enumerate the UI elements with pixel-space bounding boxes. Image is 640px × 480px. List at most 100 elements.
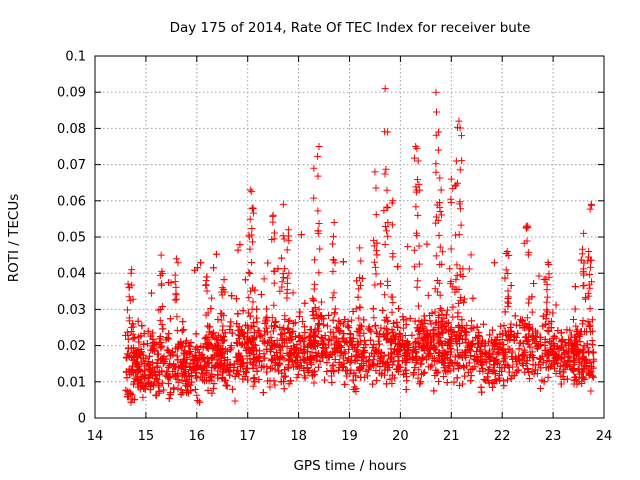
data-point [242,321,250,329]
data-point [535,272,543,280]
data-point [412,229,420,237]
data-point [260,350,268,358]
data-point [145,352,153,360]
data-point [545,260,553,268]
data-point [504,328,512,336]
data-point [389,299,397,307]
data-point [150,378,158,386]
data-point [291,356,299,364]
data-point [531,366,539,374]
data-point [178,376,186,384]
data-point [549,309,557,317]
data-point [124,335,132,343]
data-point [281,315,289,323]
data-point [249,298,257,306]
data-point [379,306,387,314]
data-point [498,346,506,354]
data-point [235,335,243,343]
data-point [331,355,339,363]
data-point [237,341,245,349]
data-point [220,312,228,320]
data-point [587,387,595,395]
data-point [283,342,291,350]
data-point [436,203,444,211]
data-point [454,179,462,187]
data-point [435,231,443,239]
data-point [293,340,301,348]
data-point [357,373,365,381]
data-point [360,329,368,337]
data-point [228,329,236,337]
data-point [550,360,558,368]
data-point [574,366,582,374]
data-point [171,271,179,279]
data-point [329,328,337,336]
data-point [135,361,143,369]
data-point [301,356,309,364]
data-point [455,285,463,293]
data-point [462,328,470,336]
data-point [131,396,139,404]
data-point [163,368,171,376]
data-point [460,295,468,303]
data-point [213,336,221,344]
data-point [226,326,234,334]
data-point [283,246,291,254]
data-point [545,270,553,278]
data-point [467,372,475,380]
data-point [323,368,331,376]
data-point [162,372,170,380]
data-point [572,322,580,330]
data-point [530,280,538,288]
data-point [283,294,291,302]
data-point [134,352,142,360]
data-point [507,320,515,328]
data-point [452,276,460,284]
data-point [433,319,441,327]
data-point [533,329,541,337]
data-point [277,254,285,262]
data-point [437,186,445,194]
data-point [544,373,552,381]
data-point [415,366,423,374]
data-point [431,354,439,362]
data-point [152,391,160,399]
data-point [528,333,536,341]
data-point [575,355,583,363]
data-point [205,323,213,331]
data-point [578,354,586,362]
data-point [554,359,562,367]
data-point [509,355,517,363]
data-series [122,85,598,406]
data-point [348,316,356,324]
data-point [267,357,275,365]
data-point [267,322,275,330]
data-point [276,360,284,368]
data-point [371,322,379,330]
data-point [149,329,157,337]
data-point [250,319,258,327]
data-point [249,205,257,213]
data-point [270,229,278,237]
data-point [415,317,423,325]
data-point [277,378,285,386]
data-point [505,368,513,376]
data-point [369,362,377,370]
data-point [370,314,378,322]
data-point [582,295,590,303]
y-tick-label: 0.07 [57,158,86,173]
data-point [497,322,505,330]
data-point [394,323,402,331]
data-point [173,352,181,360]
data-point [174,259,182,267]
data-point [586,359,594,367]
data-point [412,348,420,356]
data-point [270,352,278,360]
data-point [569,350,577,358]
data-point [329,316,337,324]
data-point [443,354,451,362]
data-point [554,345,562,353]
x-tick-label: 22 [494,429,511,444]
data-point [465,265,473,273]
data-point [223,365,231,373]
